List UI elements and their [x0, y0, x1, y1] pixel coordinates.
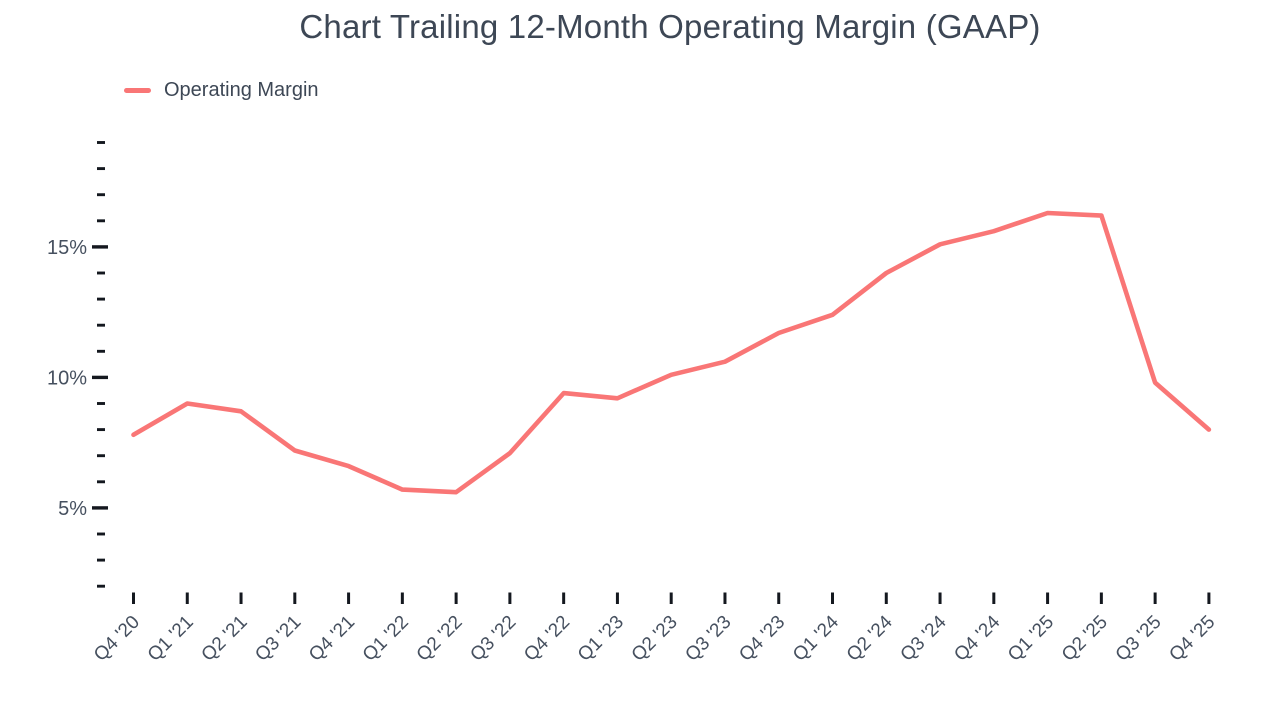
series-line-operating-margin — [131, 210, 1212, 495]
y-axis-label: 15% — [47, 237, 87, 259]
x-axis-label: Q2 '23 — [628, 612, 682, 666]
y-axis-label: 5% — [58, 498, 87, 520]
x-axis-label: Q4 '21 — [305, 612, 359, 666]
x-axis-label: Q4 '23 — [735, 612, 789, 666]
x-axis-label: Q1 '24 — [789, 611, 843, 665]
x-axis-label: Q2 '25 — [1058, 612, 1112, 666]
x-axis-label: Q3 '22 — [466, 612, 520, 666]
x-axis-label: Q3 '25 — [1112, 612, 1166, 666]
x-axis-label: Q2 '22 — [413, 612, 467, 666]
legend-line-swatch — [124, 88, 151, 93]
legend-label: Operating Margin — [164, 79, 319, 101]
x-axis-label: Q4 '22 — [520, 612, 574, 666]
x-axis-label: Q1 '21 — [144, 612, 198, 666]
x-axis-label: Q3 '23 — [681, 612, 735, 666]
x-axis-label: Q4 '24 — [950, 611, 1004, 665]
x-axis-label: Q4 '20 — [90, 612, 144, 666]
x-axis-label: Q4 '25 — [1165, 612, 1219, 666]
x-axis-label: Q3 '24 — [897, 611, 951, 665]
x-axis-label: Q3 '21 — [251, 612, 305, 666]
x-axis-label: Q1 '25 — [1004, 612, 1058, 666]
legend[interactable]: Operating Margin — [124, 79, 319, 102]
x-axis-label: Q1 '23 — [574, 612, 628, 666]
x-axis-label: Q2 '21 — [198, 612, 252, 666]
chart-title: Chart Trailing 12-Month Operating Margin… — [299, 8, 1041, 45]
x-axis-label: Q1 '22 — [359, 612, 413, 666]
y-axis-label: 10% — [47, 367, 87, 389]
x-axis-label: Q2 '24 — [843, 611, 897, 665]
